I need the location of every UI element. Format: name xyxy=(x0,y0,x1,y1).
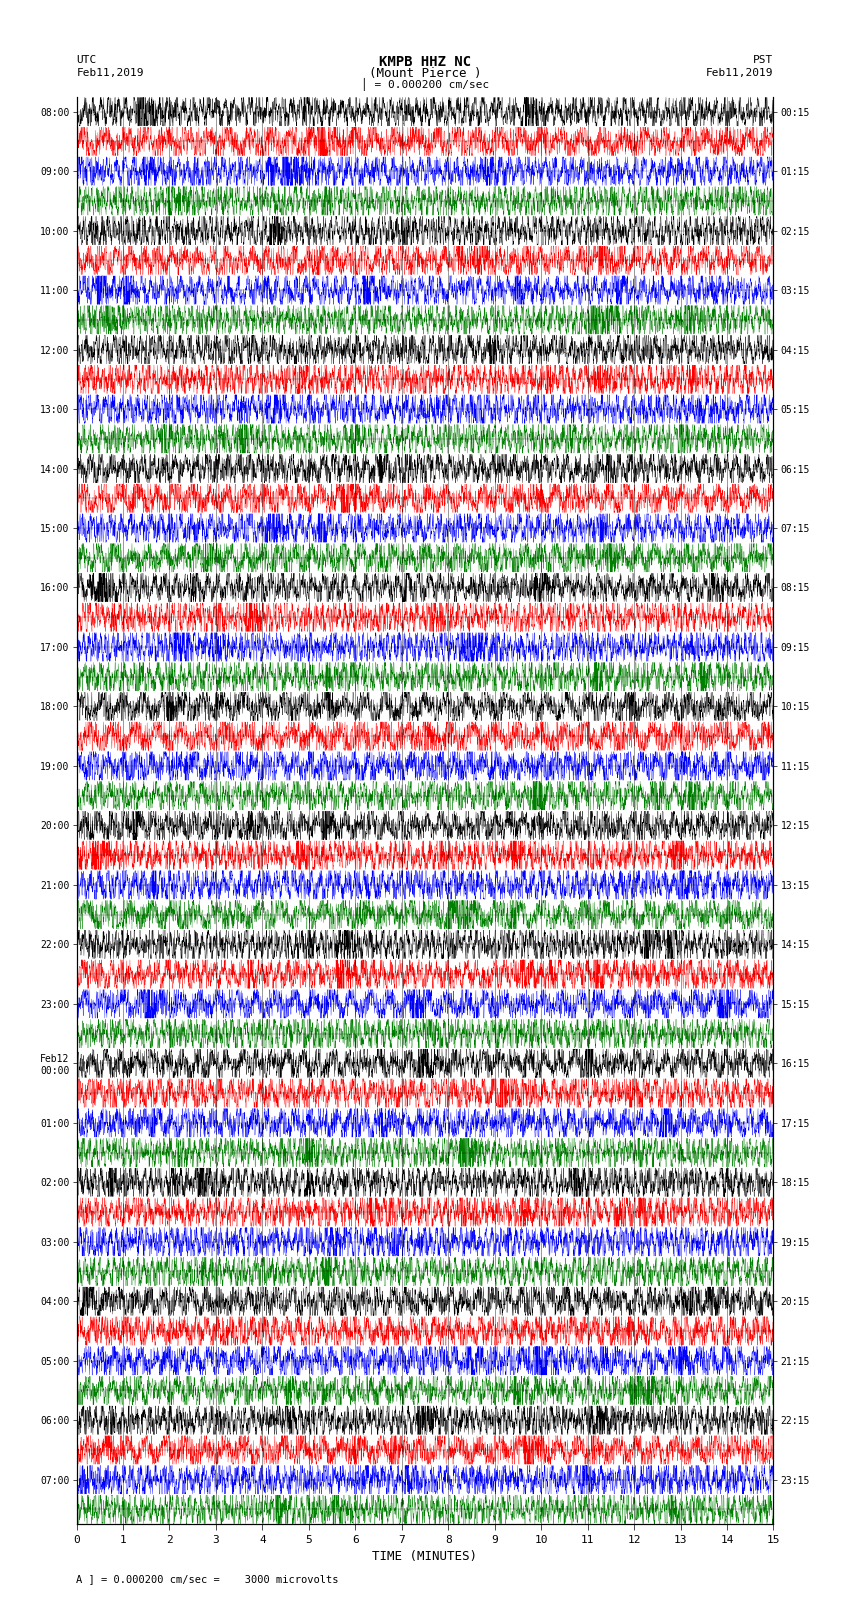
Text: Feb11,2019: Feb11,2019 xyxy=(76,68,144,77)
Text: UTC: UTC xyxy=(76,55,97,65)
Text: PST: PST xyxy=(753,55,774,65)
X-axis label: TIME (MINUTES): TIME (MINUTES) xyxy=(372,1550,478,1563)
Text: (Mount Pierce ): (Mount Pierce ) xyxy=(369,66,481,79)
Text: Feb11,2019: Feb11,2019 xyxy=(706,68,774,77)
Text: │ = 0.000200 cm/sec: │ = 0.000200 cm/sec xyxy=(361,77,489,90)
Text: A ] = 0.000200 cm/sec =    3000 microvolts: A ] = 0.000200 cm/sec = 3000 microvolts xyxy=(76,1574,339,1584)
Text: KMPB HHZ NC: KMPB HHZ NC xyxy=(379,55,471,69)
